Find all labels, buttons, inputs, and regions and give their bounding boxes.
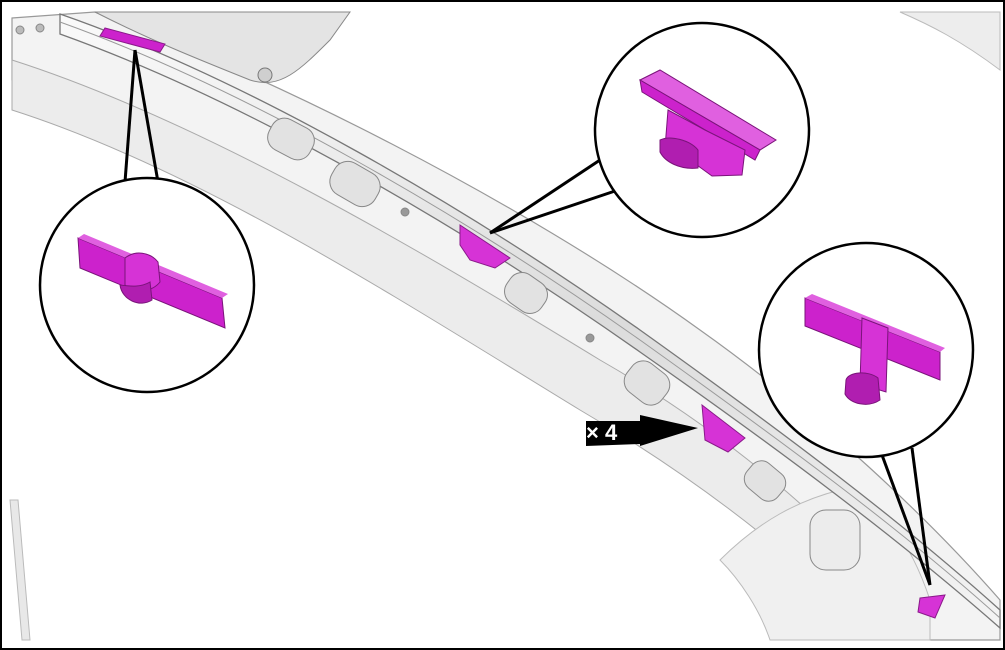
leader-lines (123, 49, 932, 586)
installed-clip-2 (459, 224, 511, 269)
installed-clips (99, 27, 946, 619)
detail-view-top-clip (593, 21, 811, 239)
detail-view-right-clip (757, 241, 975, 459)
quantity-callout-arrow (586, 415, 698, 446)
installed-clip-4 (917, 594, 946, 619)
clip-wedge-icon (638, 69, 777, 177)
detail-view-left-clip (38, 176, 256, 394)
rail-mounting-holes (15, 23, 861, 571)
clip-t-bar-icon (804, 294, 945, 405)
quantity-callout-label: × 4 (586, 420, 618, 445)
roof-rail (59, 13, 1001, 630)
installed-clip-1 (99, 27, 166, 53)
clip-long-bar-icon (77, 234, 228, 329)
installed-clip-3 (701, 403, 746, 453)
